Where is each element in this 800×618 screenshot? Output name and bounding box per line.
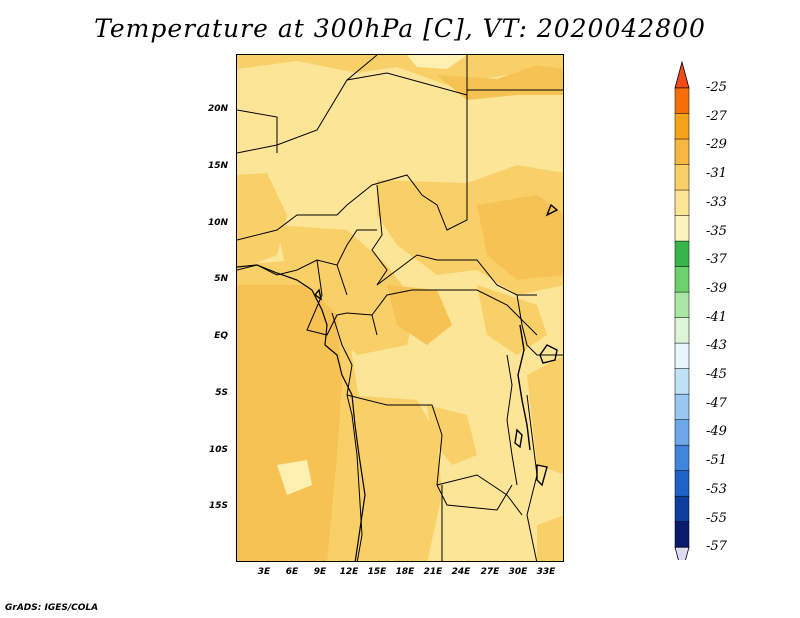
colorbar-label: -27 xyxy=(706,108,727,124)
lat-label: 20N xyxy=(207,104,228,114)
colorbar xyxy=(674,60,690,560)
colorbar-label: -43 xyxy=(706,338,727,354)
colorbar-label: -55 xyxy=(706,510,727,526)
credit-label: GrADS: IGES/COLA xyxy=(5,603,99,613)
colorbar-segments xyxy=(674,60,690,560)
colorbar-segment xyxy=(674,87,690,115)
colorbar-label: -51 xyxy=(706,453,727,469)
lon-label: 3E xyxy=(257,567,271,577)
colorbar-segment xyxy=(674,368,690,395)
colorbar-label: -39 xyxy=(706,280,727,296)
colorbar-segment xyxy=(674,266,690,293)
lon-label: 27E xyxy=(480,567,500,577)
lat-label: 15N xyxy=(207,161,228,171)
colorbar-segment xyxy=(674,521,690,548)
colorbar-segment xyxy=(674,164,690,191)
field-cool-pockets xyxy=(277,55,467,495)
colorbar-segment xyxy=(674,291,690,319)
lat-label: 5S xyxy=(215,388,228,398)
colorbar-segment xyxy=(674,317,690,344)
lon-label: 33E xyxy=(536,567,556,577)
lakes xyxy=(313,203,559,487)
colorbar-segment xyxy=(674,189,690,217)
colorbar-label: -41 xyxy=(706,309,727,325)
colorbar-segment xyxy=(674,342,690,370)
lon-label: 24E xyxy=(451,567,471,577)
colorbar-label: -57 xyxy=(706,539,727,555)
colorbar-label: -35 xyxy=(706,223,727,239)
coastline xyxy=(237,264,366,561)
map-panel xyxy=(236,54,564,562)
map-title: Temperature at 300hPa [C], VT: 202004280… xyxy=(94,14,706,43)
lat-label: 15S xyxy=(208,501,228,511)
field-warmer-core xyxy=(237,65,563,561)
colorbar-segment xyxy=(674,495,690,523)
lat-label: EQ xyxy=(214,331,228,341)
lon-label: 30E xyxy=(508,567,528,577)
lat-label: 10S xyxy=(208,445,228,455)
lat-label: 5N xyxy=(214,274,228,284)
colorbar-label: -45 xyxy=(706,367,727,382)
lon-label: 21E xyxy=(423,567,443,577)
colorbar-bottom-arrow xyxy=(674,546,690,560)
colorbar-segment xyxy=(674,138,690,166)
colorbar-label: -31 xyxy=(706,166,727,182)
lon-label: 6E xyxy=(285,567,299,577)
colorbar-segment xyxy=(674,419,690,446)
colorbar-segment xyxy=(674,113,690,140)
colorbar-label: -47 xyxy=(706,395,727,411)
lon-label: 12E xyxy=(339,567,359,577)
colorbar-segment xyxy=(674,240,690,268)
colorbar-label: -49 xyxy=(706,424,727,440)
lon-label: 15E xyxy=(367,567,387,577)
colorbar-segment xyxy=(674,215,690,242)
colorbar-label: -37 xyxy=(706,252,727,268)
lon-label: 9E xyxy=(313,567,327,577)
lat-label: 10N xyxy=(207,218,228,228)
colorbar-segment xyxy=(674,444,690,472)
colorbar-label: -25 xyxy=(706,80,727,95)
colorbar-label: -53 xyxy=(706,481,727,497)
temperature-field xyxy=(237,55,563,561)
colorbar-segment xyxy=(674,470,690,497)
colorbar-top-arrow xyxy=(674,60,690,89)
lon-label: 18E xyxy=(395,567,415,577)
colorbar-segment xyxy=(674,393,690,421)
colorbar-label: -33 xyxy=(706,194,727,210)
colorbar-label: -29 xyxy=(706,137,727,153)
